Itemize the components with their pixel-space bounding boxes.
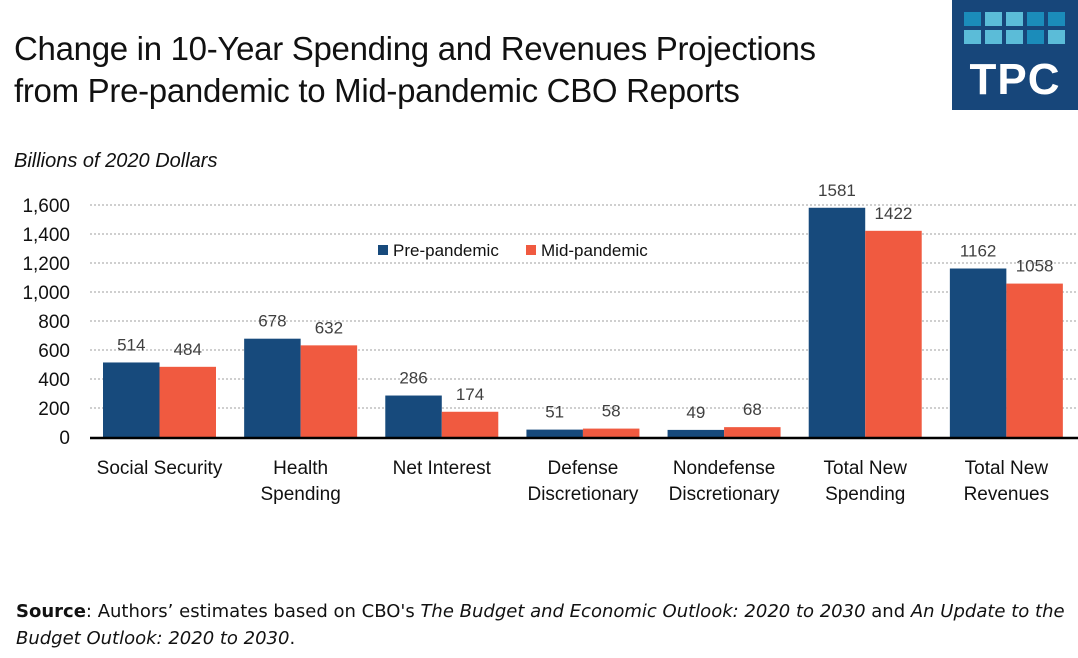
legend-swatch [526,245,536,255]
x-tick-label: Discretionary [527,484,638,505]
source-label: Source [16,601,86,622]
source-text-1: : Authors’ estimates based on CBO's [85,601,421,622]
source-report-1: The Budget and Economic Outlook: 2020 to… [420,601,866,622]
logo-tile [985,12,1002,26]
x-tick-label: Revenues [964,484,1050,505]
logo-text: TPC [969,55,1061,104]
bar-pre-pandemic [667,429,725,437]
logo-tile [985,30,1002,44]
data-label: 68 [743,400,762,419]
chart-title-line-1: Change in 10-Year Spending and Revenues … [14,30,816,67]
y-axis-units-label: Billions of 2020 Dollars [14,150,218,172]
x-tick-label: Spending [825,484,905,505]
bar-pre-pandemic [949,268,1007,437]
bar-mid-pandemic [1006,283,1063,437]
bar-mid-pandemic [724,427,781,437]
bar-pre-pandemic [808,207,866,437]
data-label: 51 [545,403,564,422]
logo-tile [1048,30,1065,44]
legend-label: Mid-pandemic [541,241,648,260]
source-text-2: and [865,601,911,622]
source-text-3: . [289,628,296,649]
logo-tile [964,30,981,44]
tpc-logo: TPC [952,0,1078,110]
logo-tile [964,12,981,26]
bar-mid-pandemic [159,366,216,437]
data-label: 632 [315,318,343,337]
x-tick-label: Social Security [97,458,223,479]
data-label: 1422 [875,204,913,223]
x-tick-label: Net Interest [393,458,492,479]
data-label: 1581 [818,181,856,200]
logo-tiles [964,12,1065,44]
data-label: 1058 [1016,257,1054,276]
y-tick-label: 400 [38,370,70,391]
source-report-2: An Update to the Budget Outlook: 2020 to… [16,601,1065,649]
logo-tile [1048,12,1065,26]
data-label: 514 [117,335,145,354]
y-tick-label: 1,000 [22,283,70,304]
legend-label: Pre-pandemic [393,241,499,260]
bar-mid-pandemic [300,345,358,437]
data-label: 484 [174,340,202,359]
logo-tile [1006,30,1023,44]
x-tick-label: Nondefense [673,458,775,479]
y-tick-label: 200 [38,399,70,420]
y-tick-label: 1,400 [22,225,70,246]
bar-pre-pandemic [103,362,160,437]
source-note: Source: Authors’ estimates based on CBO'… [16,598,1066,652]
data-label: 58 [602,402,621,421]
x-tick-label: Total New [965,458,1049,479]
y-tick-label: 0 [59,428,70,449]
logo-tile [1006,12,1023,26]
data-label: 1162 [960,242,997,261]
legend-swatch [378,245,388,255]
x-tick-label: Spending [260,484,340,505]
data-label: 678 [258,312,286,331]
x-tick-label: Defense [548,458,619,479]
y-tick-label: 600 [38,341,70,362]
chart-title: Change in 10-Year Spending and Revenues … [14,28,816,112]
data-label: 286 [399,369,427,388]
bar-pre-pandemic [526,429,583,437]
y-tick-label: 1,600 [22,196,70,217]
bar-mid-pandemic [441,411,499,437]
y-tick-label: 800 [38,312,70,333]
x-tick-label: Discretionary [669,484,780,505]
bar-chart: 0 200 400 600 800 1,000 1,200 1,400 1,600 514 484 S… [22,181,1078,505]
logo-tile [1027,30,1044,44]
bar-pre-pandemic [244,338,301,437]
logo-tile [1027,12,1044,26]
chart-title-line-2: from Pre-pandemic to Mid-pandemic CBO Re… [14,72,740,109]
data-label: 174 [456,385,484,404]
bar-mid-pandemic [865,230,922,437]
bar-pre-pandemic [385,395,442,437]
bar-mid-pandemic [582,428,640,437]
x-tick-label: Health [273,458,328,479]
y-tick-label: 1,200 [22,254,70,275]
data-label: 49 [686,403,705,422]
x-tick-label: Total New [824,458,908,479]
